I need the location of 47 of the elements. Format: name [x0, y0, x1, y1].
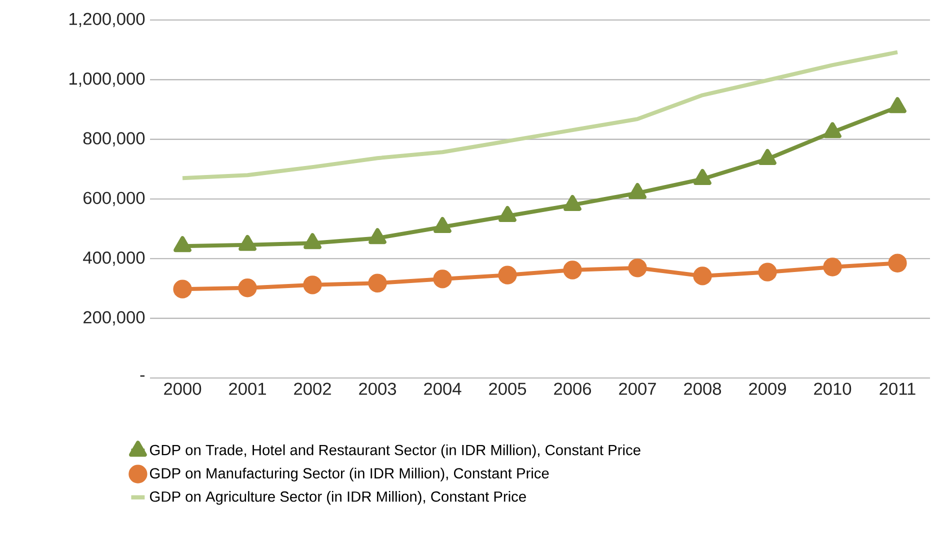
- y-tick-label: 1,200,000: [70, 12, 145, 28]
- y-tick-label: 800,000: [83, 132, 145, 146]
- point: [304, 233, 322, 250]
- x-tick-label: 2010: [814, 382, 852, 395]
- x-tick-label: 2011: [880, 382, 916, 395]
- point: [434, 217, 452, 234]
- point: [563, 260, 582, 280]
- y-tick-label: -: [140, 375, 145, 377]
- y-tick-label: 400,000: [83, 251, 145, 266]
- point: [628, 183, 646, 200]
- x-tick-label: 2002: [294, 382, 331, 395]
- point: [823, 258, 842, 276]
- x-tick-label: 2007: [619, 382, 656, 395]
- point: [303, 276, 322, 294]
- x-tick-label: 2004: [424, 382, 462, 395]
- point: [368, 274, 387, 292]
- point: [888, 254, 907, 272]
- y-tick-label: 1,000,000: [70, 72, 145, 87]
- x-tick-label: 2005: [489, 382, 526, 395]
- x-tick-label: 2003: [359, 382, 396, 395]
- point: [173, 280, 192, 298]
- x-tick-label: 2000: [164, 382, 202, 395]
- point: [758, 262, 777, 282]
- point: [238, 278, 257, 298]
- point: [238, 234, 256, 251]
- x-tick-label: 2009: [749, 382, 786, 395]
- point: [824, 122, 842, 138]
- y-tick-label: 200,000: [84, 311, 145, 326]
- x-tick-label: 2006: [554, 382, 592, 395]
- point: [888, 97, 906, 114]
- point: [758, 149, 776, 166]
- point: [694, 169, 712, 185]
- point: [628, 258, 647, 278]
- legend-label: GDP on Agriculture Sector (in IDR Million), Constant Price: [150, 491, 526, 505]
- x-tick-label: 2008: [684, 382, 722, 395]
- line-series: [180, 50, 900, 180]
- point: [498, 266, 517, 284]
- legend-label: GDP on Trade, Hotel and Restaurant Sector (in IDR Million), Constant Price: [150, 444, 640, 458]
- point: [498, 206, 516, 222]
- point: [693, 266, 712, 286]
- point: [433, 270, 452, 288]
- y-tick-label: 600,000: [84, 192, 145, 206]
- x-tick-label: 2001: [229, 382, 266, 395]
- point: [174, 236, 192, 252]
- point: [564, 194, 582, 211]
- legend-label: GDP on Manufacturing Sector (in IDR Million), Constant Price: [150, 468, 549, 482]
- point: [368, 228, 386, 244]
